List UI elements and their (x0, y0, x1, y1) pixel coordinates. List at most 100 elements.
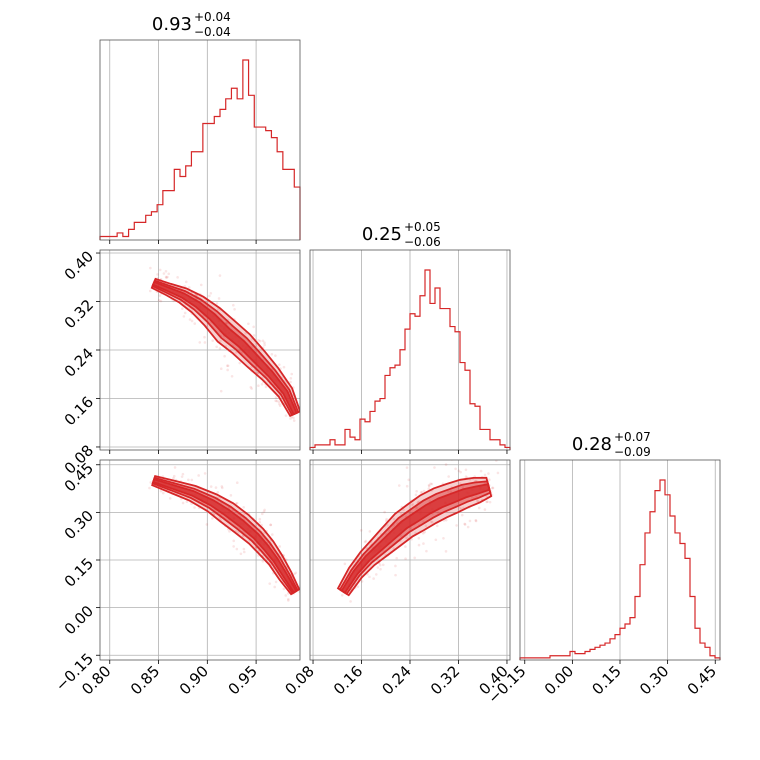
joint-2-sample-117 (485, 500, 488, 504)
joint-0-sample-209 (290, 372, 294, 376)
joint-2-sample-217 (368, 575, 371, 579)
joint-0-sample-189 (198, 341, 202, 344)
joint-0-sample-111 (292, 419, 296, 422)
joint-2-sample-135 (488, 478, 491, 482)
joint-1-contour-line-0 (151, 475, 300, 596)
joint-1-contour-fill-2 (153, 479, 297, 593)
joint-2-sample-130 (496, 471, 500, 475)
joint-2-sample-204 (461, 485, 465, 489)
title-0-plus: +0.04 (194, 10, 231, 24)
joint-1-sample-212 (239, 552, 243, 556)
joint-2-sample-24 (404, 536, 408, 540)
histogram-0-steps (99, 59, 301, 240)
joint-2-sample-252 (442, 536, 445, 540)
histogram-panel-2: 0.28 +0.07−0.09 (519, 430, 721, 664)
joint-0-sample-128 (187, 286, 191, 289)
x-tick-label-2-3: 0.30 (636, 662, 672, 698)
joint-panel-1 (96, 459, 301, 664)
joint-2-sample-243 (374, 573, 378, 576)
joint-0-sample-217 (223, 354, 226, 358)
joint-2-sample-119 (423, 530, 426, 534)
joint-2-sample-113 (446, 490, 450, 493)
joint-1-sample-42 (193, 506, 196, 509)
joint-0-sample-6 (278, 363, 281, 366)
joint-2-sample-33 (443, 454, 446, 457)
joint-0-sample-8 (217, 297, 221, 300)
joint-0-sample-239 (156, 273, 159, 276)
joint-2-sample-174 (415, 506, 419, 509)
joint-0-sample-241 (252, 325, 256, 329)
joint-1-sample-184 (187, 478, 190, 482)
joint-0-sample-110 (249, 385, 253, 389)
joint-1-sample-251 (229, 494, 233, 497)
joint-1-sample-218 (243, 512, 246, 516)
joint-0-sample-33 (252, 334, 256, 337)
y-tick-label-2-2: 0.15 (61, 554, 97, 590)
joint-1-sample-238 (220, 486, 224, 490)
joint-0-sample-2 (263, 341, 266, 345)
joint-0-sample-254 (148, 289, 152, 293)
joint-0-sample-31 (289, 380, 292, 384)
title-1-minus: −0.06 (404, 235, 441, 249)
joint-2-contour-line-2 (340, 483, 491, 595)
joint-2-sample-43 (397, 484, 401, 487)
x-tick-label-1-1: 0.16 (330, 662, 366, 698)
joint-1-sample-72 (273, 585, 277, 589)
joint-0-sample-231 (258, 339, 262, 343)
joint-2-sample-173 (421, 531, 425, 535)
title-2-median: 0.28 (572, 434, 612, 455)
joint-0-sample-102 (216, 307, 220, 311)
joint-1-sample-226 (271, 533, 274, 536)
joint-1-sample-25 (197, 474, 200, 477)
y-tick-label-2-3: 0.30 (61, 507, 97, 543)
joint-0-sample-42 (289, 376, 293, 380)
joint-0-sample-142 (165, 276, 168, 279)
joint-0-sample-224 (277, 400, 281, 404)
joint-2-sample-166 (378, 563, 382, 567)
joint-1-sample-141 (180, 475, 184, 478)
joint-1-sample-215 (282, 587, 286, 591)
joint-2-sample-50 (427, 484, 431, 488)
joint-2-sample-105 (483, 508, 487, 511)
joint-0-sample-68 (233, 308, 236, 311)
joint-2-sample-185 (447, 475, 450, 478)
joint-2-sample-40 (420, 490, 424, 494)
joint-1-contour-line-2 (152, 478, 298, 594)
joint-2-sample-11 (356, 585, 360, 588)
joint-2-sample-192 (385, 517, 388, 521)
joint-2-sample-227 (458, 506, 462, 510)
joint-0-sample-250 (166, 275, 169, 279)
joint-2-sample-254 (444, 518, 448, 522)
joint-0-plot-area (148, 266, 300, 422)
joint-2-sample-200 (477, 506, 481, 510)
joint-1-sample-68 (269, 523, 273, 527)
joint-2-sample-13 (363, 540, 367, 544)
joint-0-sample-94 (263, 343, 266, 347)
joint-2-sample-74 (422, 489, 426, 493)
joint-2-sample-29 (476, 499, 479, 502)
x-tick-label-0-3: 0.95 (225, 662, 261, 698)
joint-1-sample-240 (172, 474, 176, 478)
joint-2-sample-209 (460, 513, 464, 517)
joint-2-sample-39 (429, 520, 433, 523)
histogram-2-steps (519, 479, 721, 660)
joint-0-sample-255 (176, 276, 179, 279)
joint-2-sample-128 (422, 542, 425, 545)
joint-0-sample-47 (164, 275, 168, 279)
joint-1-sample-155 (232, 539, 236, 543)
joint-0-sample-162 (282, 365, 286, 369)
joint-2-sample-47 (399, 512, 403, 516)
joint-2-sample-202 (479, 469, 483, 473)
joint-2-sample-143 (472, 452, 475, 455)
joint-2-sample-116 (379, 567, 382, 571)
title-1-median: 0.25 (362, 224, 402, 245)
joint-0-sample-100 (226, 364, 230, 368)
joint-2-sample-168 (376, 566, 380, 569)
joint-0-sample-146 (199, 283, 203, 287)
joint-0-sample-230 (167, 272, 171, 276)
joint-0-contour-line-2 (151, 280, 298, 416)
joint-1-sample-196 (237, 530, 240, 534)
joint-0-sample-156 (219, 389, 223, 393)
joint-0-sample-178 (188, 318, 192, 321)
joint-2-sample-78 (448, 442, 451, 445)
